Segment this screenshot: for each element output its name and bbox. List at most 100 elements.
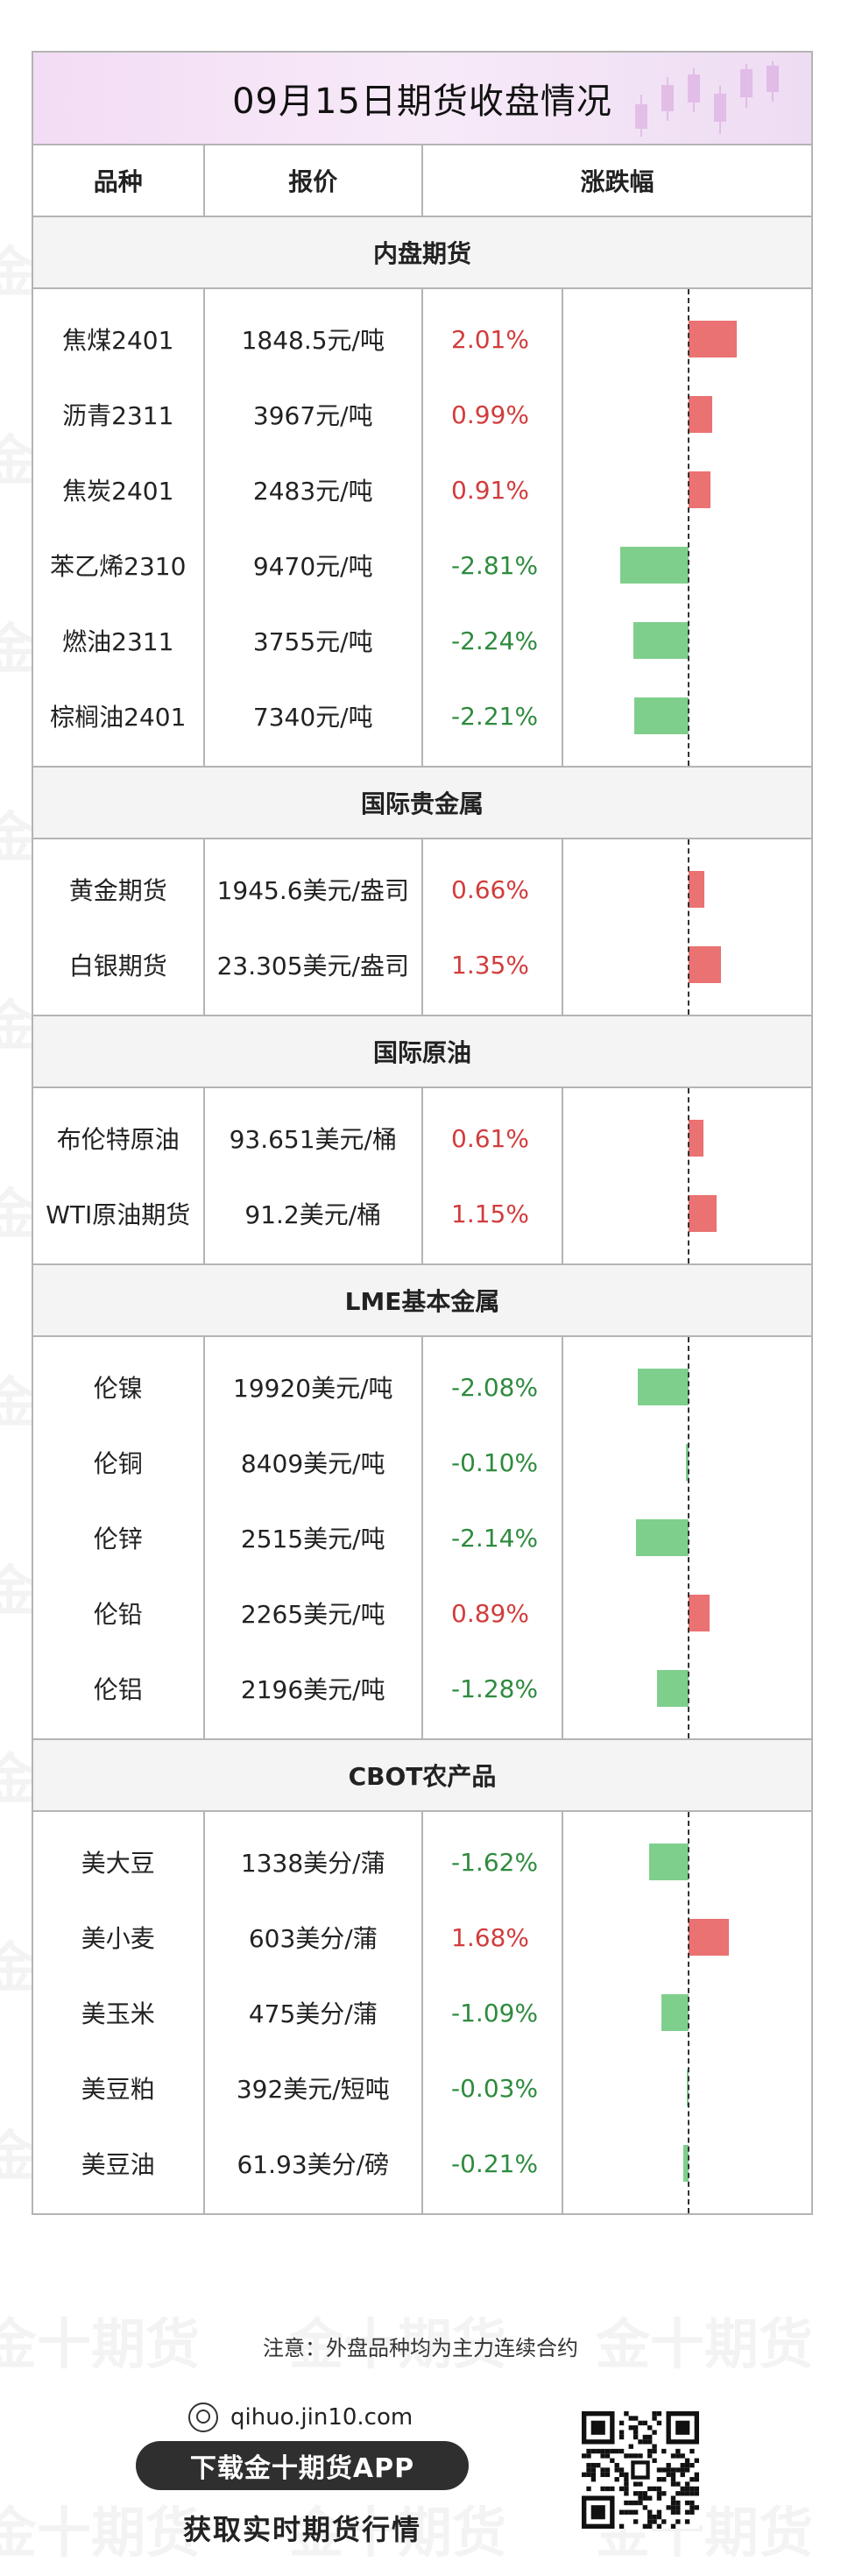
- title-bar: 09月15日期货收盘情况: [33, 53, 811, 145]
- bar-cell: [563, 1176, 811, 1251]
- row-change-percent: 0.91%: [451, 475, 529, 505]
- row-variety-name: 焦炭2401: [62, 477, 174, 506]
- footer-note: 注意：外盘品种均为主力连续合约: [263, 2336, 578, 2360]
- row-price: 19920美元/吨: [233, 1374, 393, 1403]
- row-change-percent: 0.61%: [451, 1123, 529, 1153]
- bar-cell: [563, 678, 811, 754]
- bar-cell: [563, 2126, 811, 2201]
- change-bar: [688, 1919, 730, 1956]
- row-change-percent: -2.24%: [451, 626, 539, 655]
- row-variety-name: 沥青2311: [62, 401, 174, 430]
- price-column: 93.651美元/桶 91.2美元/桶: [205, 1088, 423, 1263]
- row-variety-name: 布伦特原油: [56, 1125, 180, 1154]
- row-price: 93.651美元/桶: [229, 1125, 397, 1154]
- row-change-percent: -0.03%: [451, 2073, 539, 2103]
- section-body: 焦煤2401 沥青2311 焦炭2401 苯乙烯2310 燃油2311 棕榈油2401 18…: [33, 289, 811, 768]
- price-column: 1848.5元/吨 3967元/吨 2483元/吨 9470元/吨 3755元/吨 734…: [205, 289, 423, 766]
- zero-axis-line: [687, 289, 689, 766]
- row-price: 23.305美元/盎司: [216, 952, 409, 980]
- bar-cell: [563, 452, 811, 527]
- bar-cell: [563, 1575, 811, 1651]
- row-change-percent: 0.89%: [451, 1598, 529, 1628]
- variety-column: 布伦特原油 WTI原油期货: [33, 1088, 205, 1263]
- bar-cell: [563, 301, 811, 377]
- change-bar: [688, 1120, 703, 1157]
- change-bar: [636, 1519, 689, 1556]
- row-variety-name: 白银期货: [68, 952, 167, 980]
- row-variety-name: 伦锌: [93, 1525, 143, 1553]
- footer-url-row[interactable]: qihuo.jin10.com: [188, 2403, 413, 2432]
- column-header-price: 报价: [205, 145, 423, 216]
- variety-column: 黄金期货 白银期货: [33, 839, 205, 1015]
- row-variety-name: 美大豆: [81, 1849, 155, 1878]
- row-price: 1338美分/蒲: [240, 1849, 385, 1878]
- bar-cell: [563, 1651, 811, 1726]
- page-title: 09月15日期货收盘情况: [232, 81, 612, 122]
- price-column: 1338美分/蒲 603美分/蒲 475美分/蒲 392美元/短吨 61.93美分/磅: [205, 1812, 423, 2213]
- row-variety-name: 燃油2311: [62, 627, 174, 656]
- bar-cell: [563, 1500, 811, 1575]
- section-body: 布伦特原油 WTI原油期货 93.651美元/桶 91.2美元/桶 0.61% 1.15%: [33, 1088, 811, 1265]
- row-change-percent: 1.15%: [451, 1199, 529, 1228]
- change-column: 0.61% 1.15%: [423, 1088, 563, 1263]
- section-header: 国际贵金属: [33, 768, 811, 839]
- row-variety-name: 伦镍: [93, 1374, 143, 1403]
- variety-column: 伦镍 伦铜 伦锌 伦铅 伦铝: [33, 1337, 205, 1738]
- row-price: 8409美元/吨: [240, 1449, 385, 1478]
- column-header-change: 涨跌幅: [580, 167, 654, 196]
- section-body: 黄金期货 白银期货 1945.6美元/盎司 23.305美元/盎司 0.66% 1.35%: [33, 839, 811, 1016]
- row-change-percent: 0.99%: [451, 400, 529, 429]
- row-price: 392美元/短吨: [236, 2075, 390, 2104]
- section-header: 国际原油: [33, 1016, 811, 1088]
- footer-url[interactable]: qihuo.jin10.com: [230, 2404, 413, 2431]
- row-change-percent: -0.21%: [451, 2148, 539, 2178]
- footer-subtitle: 获取实时期货行情: [182, 2513, 421, 2546]
- price-column: 1945.6美元/盎司 23.305美元/盎司: [205, 839, 423, 1015]
- column-header-row: 品种 报价 涨跌幅: [33, 145, 811, 217]
- section-header: 内盘期货: [33, 217, 811, 289]
- variety-column: 焦煤2401 沥青2311 焦炭2401 苯乙烯2310 燃油2311 棕榈油2401: [33, 289, 205, 766]
- row-price: 9470元/吨: [252, 552, 373, 581]
- row-price: 603美分/蒲: [248, 1924, 378, 1953]
- change-bar: [688, 321, 738, 357]
- change-column: 0.66% 1.35%: [423, 839, 563, 1015]
- section-header: CBOT农产品: [33, 1740, 811, 1812]
- bar-cell: [563, 527, 811, 603]
- download-app-button[interactable]: 下载金十期货APP: [136, 2441, 469, 2490]
- row-change-percent: -2.08%: [451, 1372, 539, 1402]
- bar-cell: [563, 1100, 811, 1176]
- row-change-percent: -2.21%: [451, 701, 539, 731]
- bar-cell: [563, 1349, 811, 1425]
- section-header: LME基本金属: [33, 1265, 811, 1337]
- row-change-percent: 1.68%: [451, 1922, 529, 1952]
- row-change-percent: 0.66%: [451, 874, 529, 904]
- section-body: 美大豆 美小麦 美玉米 美豆粕 美豆油 1338美分/蒲 603美分/蒲 475美分/蒲 392…: [33, 1812, 811, 2213]
- row-variety-name: 伦铝: [93, 1675, 143, 1704]
- row-variety-name: 棕榈油2401: [50, 703, 187, 732]
- zero-axis-line: [687, 1088, 689, 1263]
- change-bar: [648, 1844, 689, 1880]
- row-change-percent: 1.35%: [451, 950, 529, 980]
- bar-chart-column: [563, 1337, 811, 1738]
- price-column: 19920美元/吨 8409美元/吨 2515美元/吨 2265美元/吨 2196美元/…: [205, 1337, 423, 1738]
- row-price: 2515美元/吨: [240, 1525, 385, 1553]
- row-price: 1848.5元/吨: [241, 326, 385, 355]
- row-price: 61.93美分/磅: [237, 2150, 390, 2179]
- row-variety-name: 黄金期货: [68, 876, 167, 905]
- zero-axis-line: [687, 1337, 689, 1738]
- row-price: 2196美元/吨: [240, 1675, 385, 1704]
- bar-cell: [563, 852, 811, 927]
- candlestick-decoration-icon: [635, 61, 779, 137]
- bar-cell: [563, 1975, 811, 2050]
- bar-cell: [563, 1900, 811, 1975]
- qr-code-icon: [582, 2411, 699, 2529]
- change-bar: [688, 871, 704, 908]
- zero-axis-line: [687, 1812, 689, 2213]
- row-variety-name: 美豆粕: [81, 2075, 155, 2104]
- change-column: 2.01% 0.99% 0.91% -2.81% -2.24% -2.21%: [423, 289, 563, 766]
- zero-axis-line: [687, 839, 689, 1015]
- change-bar: [685, 1444, 689, 1481]
- change-column: -1.62% 1.68% -1.09% -0.03% -0.21%: [423, 1812, 563, 2213]
- row-variety-name: 焦煤2401: [62, 326, 174, 355]
- row-price: 3967元/吨: [252, 401, 373, 430]
